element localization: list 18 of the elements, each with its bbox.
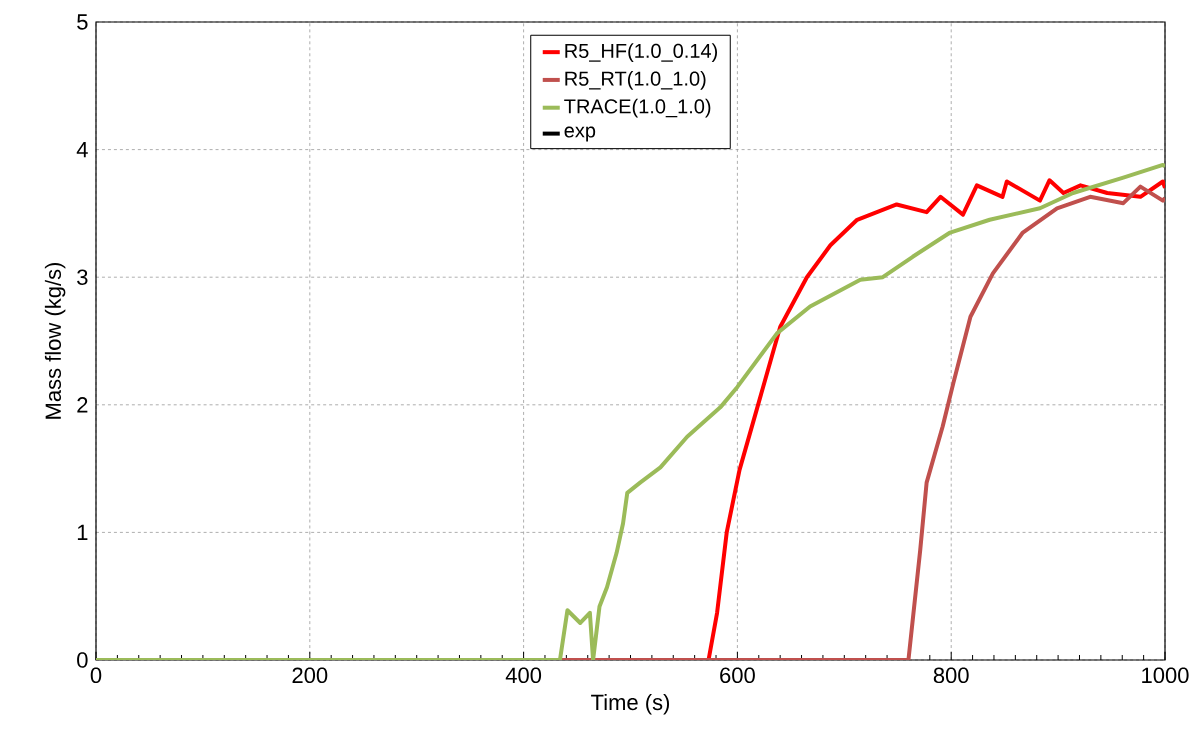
x-tick-label: 200 bbox=[292, 667, 328, 684]
y-tick-label: 5 bbox=[77, 14, 88, 30]
y-tick-label: 1 bbox=[77, 524, 88, 540]
y-tick-label: 3 bbox=[77, 269, 88, 285]
x-tick-label: 600 bbox=[720, 667, 755, 684]
y-tick-label: 0 bbox=[77, 652, 88, 668]
legend-label: R5_HF(1.0_0.14) bbox=[565, 43, 718, 62]
y-tick-label: 2 bbox=[77, 397, 88, 413]
y-axis-title: Mass flow (kg/s) bbox=[44, 262, 66, 419]
x-tick-label: 1000 bbox=[1142, 667, 1189, 684]
x-tick-label: 400 bbox=[505, 667, 542, 684]
x-tick-label: 0 bbox=[90, 667, 102, 684]
legend-label: R5_RT(1.0_1.0) bbox=[565, 71, 706, 90]
y-tick-label: 4 bbox=[76, 142, 88, 158]
x-tick-label: 800 bbox=[933, 667, 969, 684]
x-axis-title: Time (s) bbox=[591, 693, 670, 715]
legend-label: exp bbox=[564, 126, 596, 142]
legend-label: TRACE(1.0_1.0) bbox=[564, 98, 711, 118]
